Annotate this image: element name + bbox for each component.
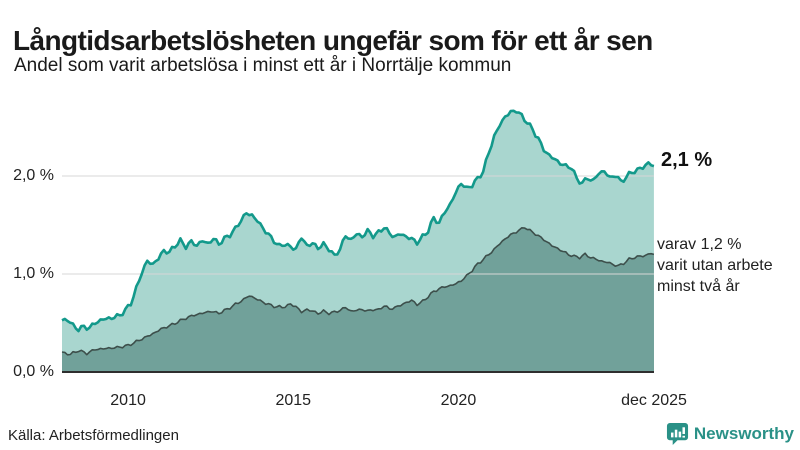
y-axis-label: 1,0 % (13, 265, 54, 282)
two-year-annotation-line1: varav 1,2 % (657, 236, 742, 253)
y-axis-label: 2,0 % (13, 167, 54, 184)
latest-value-annotation: 2,1 % (661, 149, 713, 171)
series-line-total (61, 109, 655, 333)
series-line-two-year (61, 227, 655, 356)
two-year-annotation-line3: minst två år (657, 278, 740, 295)
chart-subtitle: Andel som varit arbetslösa i minst ett å… (14, 55, 512, 76)
y-axis-label: 0,0 % (13, 363, 54, 380)
area-fill-two-year (62, 227, 654, 372)
two-year-annotation-line2: varit utan arbete (657, 257, 773, 274)
two-year-annotation: varav 1,2 % varit utan arbete minst två … (657, 234, 773, 297)
newsworthy-brand-label: Newsworthy (693, 424, 794, 443)
x-axis-label: 2020 (440, 392, 477, 409)
source-credit: Källa: Arbetsförmedlingen (8, 427, 179, 444)
x-axis-label: 2010 (110, 392, 146, 409)
newsworthy-logo-icon (666, 422, 688, 446)
page-title: Långtidsarbetslösheten ungefär som för e… (13, 24, 653, 56)
x-axis-label: 2015 (275, 392, 312, 409)
x-axis-label: dec 2025 (621, 392, 687, 409)
newsworthy-brand[interactable]: Newsworthy (666, 422, 794, 446)
